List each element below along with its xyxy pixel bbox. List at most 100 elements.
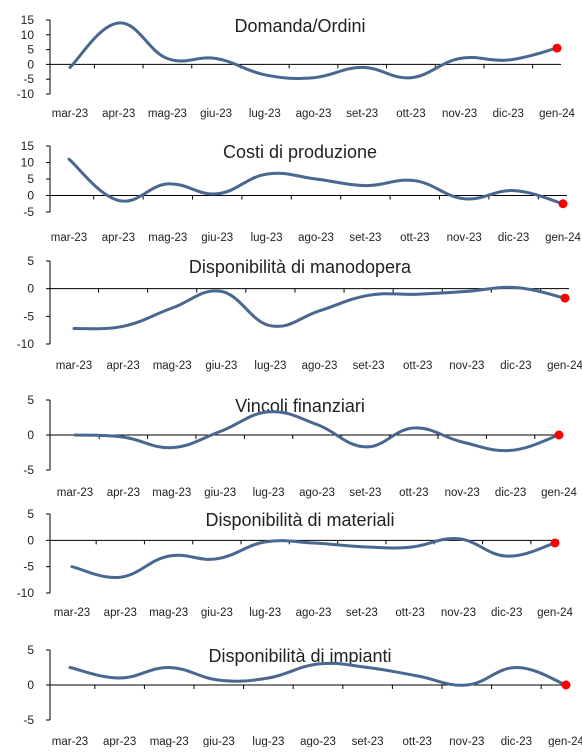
y-tick-label: -10 (17, 87, 35, 101)
x-tick-label: nov-23 (447, 232, 482, 244)
x-tick-label: apr-23 (102, 232, 135, 244)
y-tick-label: 15 (21, 139, 35, 153)
y-tick-label: 0 (27, 189, 34, 203)
x-tick-label: nov-23 (442, 108, 477, 120)
x-tick-label: apr-23 (107, 487, 140, 499)
x-tick-label: lug-23 (253, 487, 285, 499)
x-tick-label: apr-23 (102, 108, 135, 120)
series-line (68, 661, 568, 687)
last-value-marker (552, 43, 562, 53)
x-tick-label: gen-24 (537, 607, 573, 619)
chart-panel-4: Vincoli finanziari 5 0 -5 mar-23 apr-23 mag-23… (23, 393, 577, 499)
x-tick-label: ott-23 (400, 232, 429, 244)
x-tick-label: mag-23 (150, 736, 189, 747)
x-tick-label: ott-23 (403, 360, 432, 372)
x-tick-label: ago-23 (296, 607, 332, 619)
x-tick-label: gen-24 (541, 487, 577, 499)
y-tick-label: -10 (17, 337, 35, 351)
y-tick-label: -5 (23, 713, 34, 727)
x-tick-label: mar-23 (57, 487, 93, 499)
y-tick-label: -10 (17, 586, 35, 600)
x-tick-label: ott-23 (395, 607, 424, 619)
series-line (67, 157, 565, 206)
chart-title: Disponibilità di materiali (205, 510, 394, 530)
x-tick-label: ago-23 (299, 487, 335, 499)
y-tick-label: -5 (23, 309, 34, 323)
x-tick-label: mag-23 (152, 487, 191, 499)
x-tick-label: apr-23 (103, 736, 136, 747)
series-line (72, 285, 567, 331)
series-line (68, 21, 559, 80)
chart-title: Domanda/Ordini (234, 16, 365, 36)
x-tick-label: set-23 (353, 360, 385, 372)
y-tick-label: -5 (23, 72, 34, 86)
x-tick-label: mar-23 (52, 736, 88, 747)
x-tick-label: set-23 (346, 607, 378, 619)
chart-title: Disponibilità di impianti (208, 646, 391, 666)
x-tick-label: lug-23 (249, 607, 281, 619)
x-tick-label: gen-24 (547, 360, 582, 372)
x-tick-label: mag-23 (148, 232, 187, 244)
chart-panel-3: Disponibilità di manodopera 5 0 -5 -10 mar-23… (17, 254, 582, 372)
y-tick-label: 5 (27, 393, 34, 407)
x-tick-label: apr-23 (104, 607, 137, 619)
y-tick-label: 0 (27, 533, 34, 547)
last-value-marker (560, 293, 570, 303)
y-tick-label: 5 (27, 172, 34, 186)
series-line (73, 410, 561, 453)
x-tick-label: ago-23 (302, 360, 338, 372)
chart-title: Disponibilità di manodopera (189, 257, 412, 277)
x-tick-label: gen-24 (545, 232, 581, 244)
y-tick-label: 5 (27, 643, 34, 657)
chart-title: Costi di produzione (223, 142, 377, 162)
y-tick-label: 0 (27, 428, 34, 442)
x-tick-label: giu-23 (204, 487, 236, 499)
x-tick-label: set-23 (346, 108, 378, 120)
y-tick-label: 5 (27, 254, 34, 268)
chart-panel-5: Disponibilità di materiali 5 0 -5 -10 mar-23 a… (17, 507, 574, 619)
x-tick-label: lug-23 (249, 108, 281, 120)
x-tick-label: ago-23 (296, 108, 332, 120)
x-tick-label: ott-23 (399, 487, 428, 499)
last-value-marker (554, 430, 564, 440)
y-tick-label: 10 (21, 28, 35, 42)
x-tick-label: mar-23 (52, 108, 88, 120)
chart-panel-2: Costi di produzione 15 10 5 0 -5 mar-23 apr-23 m… (21, 139, 582, 244)
x-tick-label: lug-23 (252, 736, 284, 747)
y-tick-label: -5 (23, 205, 34, 219)
x-tick-label: giu-23 (203, 736, 235, 747)
x-tick-label: apr-23 (106, 360, 139, 372)
y-tick-label: 0 (27, 57, 34, 71)
x-tick-label: nov-23 (441, 607, 476, 619)
x-tick-label: mar-23 (56, 360, 92, 372)
x-tick-label: ago-23 (298, 232, 334, 244)
chart-panel-6: Disponibilità di impianti 5 0 -5 mar-23 apr-2… (23, 643, 582, 748)
x-tick-label: ago-23 (300, 736, 336, 747)
y-tick-label: 15 (21, 13, 35, 27)
x-tick-label: ott-23 (396, 108, 425, 120)
series-line (70, 537, 557, 579)
x-tick-label: nov-23 (449, 736, 484, 747)
x-tick-label: set-23 (352, 736, 384, 747)
x-tick-label: dic-23 (501, 736, 532, 747)
y-tick-label: 0 (27, 282, 34, 296)
x-tick-label: mag-23 (149, 607, 188, 619)
x-tick-label: dic-23 (498, 232, 529, 244)
x-tick-label: dic-23 (493, 108, 524, 120)
x-tick-label: mar-23 (51, 232, 87, 244)
x-tick-label: lug-23 (254, 360, 286, 372)
last-value-marker (550, 538, 560, 548)
y-tick-label: 0 (27, 678, 34, 692)
x-tick-label: giu-23 (201, 607, 233, 619)
x-tick-label: ott-23 (402, 736, 431, 747)
x-tick-label: giu-23 (200, 108, 232, 120)
x-tick-label: dic-23 (491, 607, 522, 619)
x-tick-label: mar-23 (54, 607, 90, 619)
x-tick-label: gen-24 (548, 736, 582, 747)
x-tick-label: giu-23 (201, 232, 233, 244)
x-tick-label: mag-23 (153, 360, 192, 372)
chart-title: Vincoli finanziari (235, 396, 365, 416)
last-value-marker (558, 199, 568, 209)
